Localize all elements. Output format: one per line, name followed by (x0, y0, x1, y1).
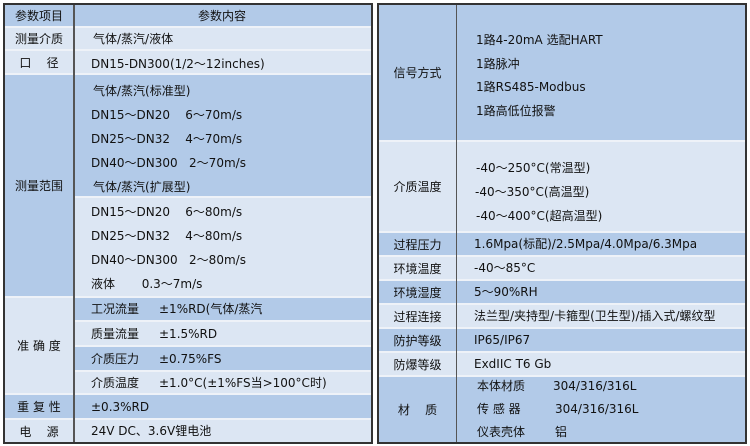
repeatability-label: 重 复 性 (5, 395, 73, 420)
power-label-text: 电 源 (19, 424, 59, 439)
diameter-value: DN15-DN300(1/2～12inches) (73, 51, 371, 75)
ambient-temp-value: -40～85°C (456, 257, 745, 281)
accuracy-value: ±1.5%RD (159, 327, 218, 341)
ambient-temp-label: 环境温度 (379, 257, 456, 281)
medium-label: 测量介质 (5, 28, 73, 51)
explosion-label-text: 防爆等级 (393, 357, 442, 372)
process-pressure-value: 1.6Mpa(标配)/2.5Mpa/4.0Mpa/6.3Mpa (456, 233, 745, 257)
material-value-text: 304/316/316L (553, 379, 637, 393)
range-label: 测量范围 (5, 75, 73, 298)
range-extended (73, 198, 371, 298)
range-standard (73, 75, 371, 198)
power-value: 24V DC、3.6V锂电池 (73, 420, 371, 442)
range-line: DN25～DN32 4～70m/s (91, 132, 243, 146)
ambient-temp-value-text: -40～85°C (474, 261, 536, 275)
explosion-value: ExdIIC T6 Gb (456, 353, 745, 377)
range-line: DN25～DN32 4～80m/s (91, 229, 243, 243)
medium-temp-line: -40～400°C(超高温型) (476, 209, 603, 223)
power-value-text: 24V DC、3.6V锂电池 (91, 424, 212, 438)
medium-value: 气体/蒸汽/液体 (73, 28, 371, 51)
medium-temp-line: -40～350°C(高温型) (475, 185, 590, 199)
accuracy-row: 工况流量 ±1%RD(气体/蒸汽 (73, 298, 371, 322)
signal-line: 1路RS485-Modbus (476, 80, 586, 94)
signal-label: 信号方式 (379, 5, 456, 142)
range-line: 液体 0.3～7m/s (91, 277, 203, 291)
medium-temp-line: -40～250°C(常温型) (476, 161, 591, 175)
column-divider (456, 5, 457, 442)
medium-temp-value: -40～250°C(常温型) -40～350°C(高温型) -40～400°C(… (456, 142, 745, 233)
repeatability-label-text: 重 复 性 (17, 400, 61, 414)
connection-value: 法兰型/夹持型/卡箍型(卫生型)/插入式/螺纹型 (456, 305, 745, 329)
accuracy-row: 介质压力 ±0.75%FS (73, 347, 371, 372)
accuracy-value: ±0.75%FS (159, 352, 222, 366)
header-content-text: 参数内容 (197, 9, 246, 23)
ambient-temp-label-text: 环境温度 (393, 261, 442, 276)
medium-temp-label: 介质温度 (379, 142, 456, 233)
connection-label-text: 过程连接 (393, 309, 442, 324)
material-name: 传 感 器 (477, 402, 521, 416)
explosion-value-text: ExdIIC T6 Gb (474, 357, 552, 371)
diameter-label: 口 径 (5, 51, 73, 75)
accuracy-label: 准 确 度 (5, 298, 73, 395)
range-line: DN40～DN300 2～70m/s (91, 156, 246, 170)
process-pressure-value-text: 1.6Mpa(标配)/2.5Mpa/4.0Mpa/6.3Mpa (474, 237, 698, 251)
range-line: DN15～DN20 6～80m/s (91, 205, 243, 219)
material-value-text: 304/316/316L (555, 402, 639, 416)
spec-table-left: 参数项目 参数内容 测量介质 气体/蒸汽/液体 口 径 DN15-DN300(1… (3, 3, 373, 444)
signal-value: 1路4-20mA 选配HART 1路脉冲 1路RS485-Modbus 1路高低… (456, 5, 745, 142)
accuracy-label-text: 准 确 度 (17, 339, 61, 353)
column-divider (73, 5, 75, 442)
accuracy-row: 介质温度 ±1.0°C(±1%FS当>100°C时) (73, 372, 371, 395)
protection-label-text: 防护等级 (393, 333, 442, 348)
accuracy-name: 介质温度 (91, 376, 140, 390)
ambient-humidity-label: 环境湿度 (379, 281, 456, 305)
material-label-text: 材 质 (397, 403, 438, 417)
process-pressure-label-text: 过程压力 (393, 237, 442, 252)
protection-label: 防护等级 (379, 329, 456, 353)
range-line: 气体/蒸汽(标准型) (93, 84, 191, 98)
ambient-humidity-value: 5～90%RH (456, 281, 745, 305)
medium-temp-label-text: 介质温度 (393, 180, 442, 194)
spec-table-right: 信号方式 1路4-20mA 选配HART 1路脉冲 1路RS485-Modbus… (377, 3, 747, 444)
material-name: 本体材质 (477, 379, 526, 393)
signal-line: 1路脉冲 (476, 57, 520, 71)
protection-value: IP65/IP67 (456, 329, 745, 353)
range-line: DN40～DN300 2～80m/s (91, 253, 246, 267)
range-label-text: 测量范围 (14, 179, 63, 193)
repeatability-value-text: ±0.3%RD (91, 400, 150, 414)
connection-value-text: 法兰型/夹持型/卡箍型(卫生型)/插入式/螺纹型 (474, 309, 716, 323)
range-line: DN15～DN20 6～70m/s (91, 108, 243, 122)
power-label: 电 源 (5, 420, 73, 442)
medium-label-text: 测量介质 (14, 32, 63, 46)
accuracy-value: ±1.0°C(±1%FS当>100°C时) (159, 376, 327, 390)
material-label: 材 质 (379, 377, 456, 442)
diameter-label-text: 口 径 (19, 55, 59, 70)
connection-label: 过程连接 (379, 305, 456, 329)
range-line: 气体/蒸汽(扩展型) (93, 180, 191, 194)
protection-value-text: IP65/IP67 (474, 333, 531, 347)
material-name: 仪表壳体 (477, 425, 526, 439)
diameter-value-text: DN15-DN300(1/2～12inches) (91, 57, 265, 71)
ambient-humidity-value-text: 5～90%RH (474, 285, 538, 299)
signal-line: 1路高低位报警 (476, 104, 556, 118)
header-content: 参数内容 (73, 5, 371, 28)
accuracy-name: 工况流量 (91, 302, 140, 316)
signal-label-text: 信号方式 (393, 66, 442, 80)
header-item-text: 参数项目 (14, 9, 63, 23)
signal-line: 1路4-20mA 选配HART (476, 33, 603, 47)
material-value: 本体材质 304/316/316L 传 感 器 304/316/316L 仪表壳体 铝 (456, 377, 745, 442)
process-pressure-label: 过程压力 (379, 233, 456, 257)
accuracy-row: 质量流量 ±1.5%RD (73, 322, 371, 347)
accuracy-name: 质量流量 (91, 327, 140, 341)
accuracy-name: 介质压力 (91, 352, 140, 366)
header-item: 参数项目 (5, 5, 73, 28)
material-value-text: 铝 (555, 425, 568, 439)
medium-value-text: 气体/蒸汽/液体 (93, 32, 174, 46)
ambient-humidity-label-text: 环境湿度 (393, 285, 442, 300)
explosion-label: 防爆等级 (379, 353, 456, 377)
accuracy-value: ±1%RD(气体/蒸汽 (159, 302, 263, 316)
repeatability-value: ±0.3%RD (73, 395, 371, 420)
